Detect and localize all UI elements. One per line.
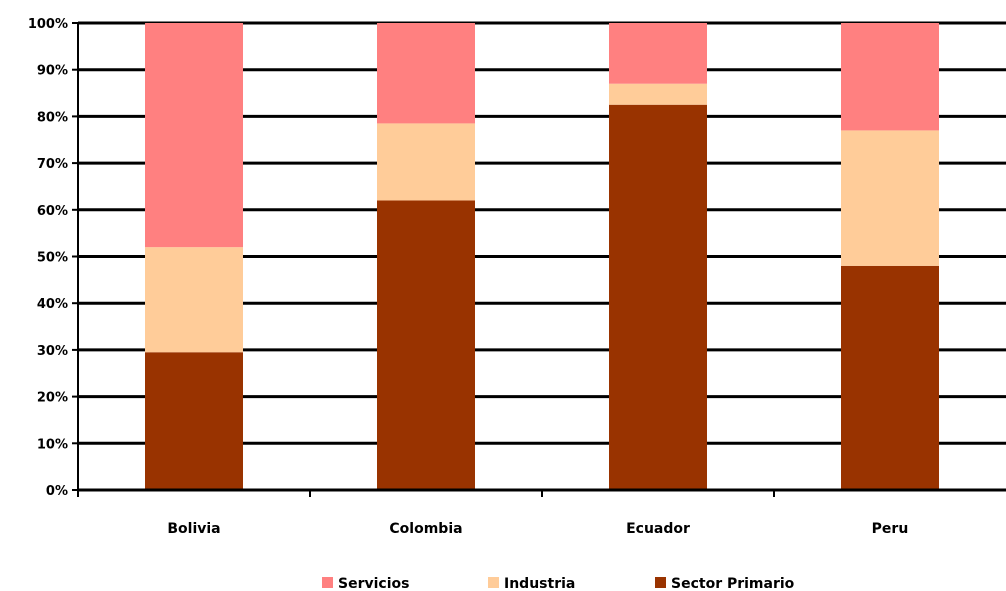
y-tick-label: 20% — [37, 391, 68, 406]
legend-swatch — [322, 577, 333, 588]
legend-label: Sector Primario — [671, 576, 795, 591]
y-tick-label: 100% — [28, 17, 68, 32]
bar-segment-sector-primario-peru — [841, 265, 939, 490]
y-tick-label: 10% — [37, 437, 68, 452]
bar-segment-servicios-ecuador — [609, 23, 707, 84]
y-tick-label: 50% — [37, 251, 68, 266]
axes — [72, 22, 1006, 497]
y-tick-labels: 0% 10% 20% 30% 40% 50% 60% 70% 80% 90% 100% — [28, 17, 68, 499]
bars — [145, 23, 939, 490]
y-tick-label: 80% — [37, 110, 68, 125]
bar-segment-servicios-bolivia — [145, 23, 243, 248]
x-category-label: Bolivia — [167, 521, 220, 537]
bar-segment-industria-ecuador — [609, 83, 707, 105]
legend-label: Industria — [504, 576, 575, 591]
y-tick-label: 30% — [37, 344, 68, 359]
bar-segment-sector-primario-bolivia — [145, 352, 243, 490]
legend-label: Servicios — [338, 576, 409, 591]
y-tick-label: 90% — [37, 64, 68, 79]
y-tick-label: 40% — [37, 297, 68, 312]
bar-segment-servicios-peru — [841, 23, 939, 131]
bar-segment-industria-bolivia — [145, 247, 243, 353]
x-category-label: Colombia — [389, 521, 462, 537]
x-category-label: Ecuador — [626, 521, 690, 537]
y-tick-label: 0% — [46, 484, 68, 499]
bar-segment-industria-peru — [841, 130, 939, 266]
legend-swatch — [488, 577, 499, 588]
x-category-label: Peru — [872, 521, 909, 537]
legend-swatch — [655, 577, 666, 588]
bar-segment-servicios-colombia — [377, 23, 475, 124]
bar-segment-industria-colombia — [377, 123, 475, 201]
x-category-labels: Bolivia Colombia Ecuador Peru — [167, 521, 908, 537]
y-tick-label: 60% — [37, 204, 68, 219]
bar-segment-sector-primario-ecuador — [609, 104, 707, 490]
bar-segment-sector-primario-colombia — [377, 200, 475, 490]
legend: Servicios Industria Sector Primario — [322, 576, 795, 591]
y-tick-label: 70% — [37, 157, 68, 172]
